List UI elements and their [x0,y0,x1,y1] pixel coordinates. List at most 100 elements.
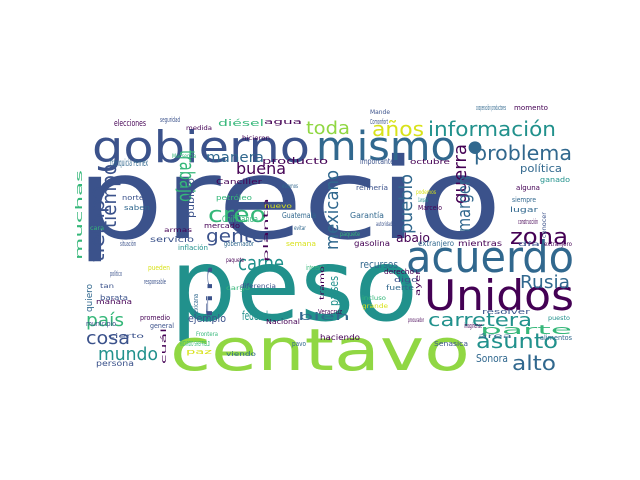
word-promedio: armas [164,227,192,234]
word-libre: estamos [282,183,298,190]
word-extranjero: mientras [458,239,502,248]
word-mexicano: mexicano [322,170,343,250]
word-chihuahua: diésel [218,118,264,129]
word-unidos: Unidos [424,271,574,320]
word-marcelo: incluso [362,295,386,302]
word-acuerdo: acuerdo [406,232,574,283]
word-viendo: Veracruz [318,308,342,316]
word-mande: responsable [144,278,166,286]
word-seguridad: agua [264,118,302,126]
word-ejemplo: franquicia Pemex [110,158,148,169]
word-imaginense: diferencia [240,283,276,290]
word-pavo: imaginense [464,322,482,330]
word-intereses: Nacional [266,318,300,326]
word-parte: Sonora [476,352,508,365]
word-importante: octubre [410,158,450,166]
word-saben: norte [122,194,144,202]
word-franquicia: producto [262,157,329,167]
word-toda: toda [306,118,350,139]
word-comonfort: momento [514,104,548,112]
word-paquete: derecho [384,268,414,276]
word-peso: peso [170,227,418,344]
word-lugar: construcción [518,218,538,226]
word-gobierno: gobierno [92,122,310,173]
word-manera: manera [206,150,264,166]
word-veracruz: RICARDO SHEFFIELD [180,340,210,348]
word-armas: Mande [370,109,390,116]
word-mercado: gobernador [224,240,254,248]
word-gasolina: extranjero [418,239,454,248]
word-cargo: paquete [226,257,244,264]
word-ricardo: planta [263,197,270,262]
word-apoyo: Marcelo [418,204,442,212]
word-paz: pavo [292,340,306,348]
word-federal: ejemplo [188,312,226,325]
word-informacion: información [428,117,556,141]
word-podemos: extranjero [544,241,572,248]
word-macsenda: hicieron [242,135,270,142]
word-buena: buena [236,159,286,178]
word-barata: saben [124,204,150,212]
word-fin: Campaña [418,197,428,204]
word-mientras: importante [360,157,394,166]
word-precio: precio [76,135,502,265]
word-diesel: elecciones [114,119,146,129]
word-siempre: lugar [510,206,538,214]
word-senasica: persona [96,359,134,368]
word-personas: municipio [86,320,116,328]
word-haciendo: Senasica [434,340,468,348]
word-rusia: Rusia [520,272,570,293]
word-norte: seguridad [160,116,180,124]
word-pais: país [86,310,124,331]
word-garantia: gasolina [354,239,390,248]
word-agua: Comonfort [370,118,388,126]
word-refineria: Garantía [350,211,384,220]
word-guatemala: mercado [204,222,240,230]
word-momento: cooperación productores [476,104,506,112]
word-elecciones: Canciller [216,178,262,186]
word-trabajo: tiempo [85,186,109,262]
word-campana: grande [362,303,388,310]
word-pueblo: pueblo [396,174,417,234]
word-tipo: situación [120,240,136,248]
word-anos: años [372,117,424,141]
word-cosa: cosa [86,328,130,349]
word-pueden: paz [186,348,213,356]
word-mismo: mismo [316,124,456,170]
word-digo: procurador [408,317,424,324]
word-centavo: centavo [170,316,470,384]
word-semana: cargo [226,285,250,292]
word-peso-centavos: parte [480,323,572,337]
word-quiero: general [150,322,174,330]
word-guerra: guerra [450,144,471,204]
word-grande: puesto [548,315,570,322]
word-tan: político [110,270,122,278]
word-litro: carne [238,251,284,275]
word-alguna: siempre [512,196,536,204]
word-buche: quiero [85,284,95,312]
word-responsable: fin [205,264,214,320]
word-manana: barata [100,294,128,302]
word-tiempo: tiempo [97,164,121,228]
word-zona: zona [510,225,568,250]
word-medida: Frontera [196,331,218,338]
word-politico: promedio [140,314,170,322]
word-menos: autoridades [376,221,396,228]
word-cooperacion: muchas [75,169,85,260]
word-situacion: cuál [160,328,168,364]
word-asunto: asunto [476,329,558,353]
word-muchas: mexicana [192,294,200,318]
word-derecho: fuerte [386,284,414,292]
word-carretera: carretera [428,310,532,331]
word-margen: margen [454,176,475,232]
word-resolver: alimentos [540,334,572,342]
word-creo: creo [208,203,266,228]
word-frontera: nuevo [264,203,292,210]
word-producto: público [185,178,197,218]
word-video: pueden [148,264,170,272]
word-cual: intereses [306,264,324,272]
word-nacional: semana [286,240,316,248]
word-ganado: alguna [516,184,540,192]
word-municipio: mañana [96,298,132,306]
